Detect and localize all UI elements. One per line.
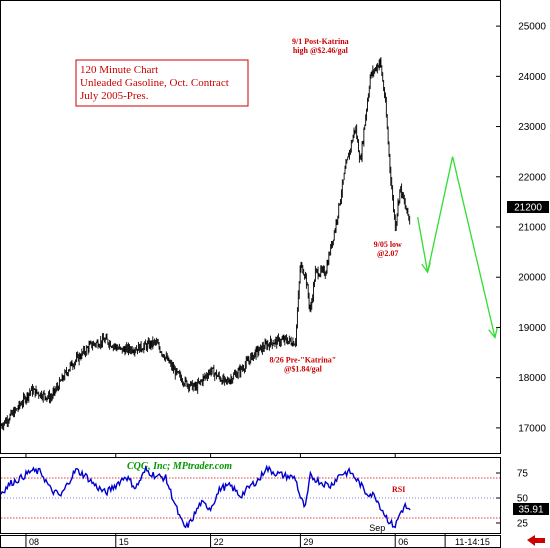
y-tick-label: 20000 xyxy=(518,273,546,284)
y-tick-label: 24000 xyxy=(518,72,546,83)
y-tick-label: 22000 xyxy=(518,172,546,183)
rsi-series xyxy=(0,464,411,529)
rsi-y-tick-label: 75 xyxy=(517,469,529,480)
x-tick-label: 08 xyxy=(29,537,39,547)
rsi-last-value-box xyxy=(513,503,549,515)
rsi-line xyxy=(0,464,411,529)
y-tick-label: 23000 xyxy=(518,122,546,133)
price-last-value-box xyxy=(507,201,549,213)
y-tick-label: 19000 xyxy=(518,323,546,334)
x-tick-label: 06 xyxy=(398,537,408,547)
projection-arrowhead xyxy=(421,262,431,274)
price-y-axis: 17000 18000 19000 20000 21000 22000 23000 24000… xyxy=(496,22,546,434)
y-tick-label: 25000 xyxy=(518,22,546,33)
rsi-levels xyxy=(1,477,500,519)
x-month-label: Sep xyxy=(369,523,385,533)
x-tick-label: 15 xyxy=(119,537,129,547)
rsi-last-value: 35.91 xyxy=(513,503,549,516)
rsi-y-tick-label: 50 xyxy=(517,494,529,505)
annotation-text: 9/1 Post-Katrina xyxy=(292,37,349,46)
annotation-text: @$1.84/gal xyxy=(284,365,323,374)
projection-line xyxy=(417,156,496,338)
y-tick-label: 18000 xyxy=(518,373,546,384)
title-line-3: July 2005-Pres. xyxy=(80,90,149,102)
x-axis: 08 15 22 29 06 Sep xyxy=(25,454,446,548)
rsi-panel-frame xyxy=(0,457,501,534)
x-tick-label: 22 xyxy=(214,537,224,547)
scroll-left-arrow-icon[interactable] xyxy=(527,535,545,546)
chart-title: 120 Minute Chart Unleaded Gasoline, Oct.… xyxy=(75,59,249,107)
price-last-value: 21200 xyxy=(507,201,549,214)
x-axis-strip xyxy=(0,535,501,548)
price-last-value-text: 21200 xyxy=(514,203,542,214)
annotation-text: 9/05 low xyxy=(374,240,402,249)
title-box xyxy=(75,59,249,107)
annotation-text: @2.07 xyxy=(377,249,398,258)
x-tick-label: 29 xyxy=(303,537,313,547)
y-tick-label: 17000 xyxy=(518,423,546,434)
rsi-name-label: RSI xyxy=(392,485,405,494)
y-tick-label: 21000 xyxy=(518,223,546,234)
title-line-1: 120 Minute Chart xyxy=(80,64,158,76)
annotation-text: high @$2.46/gal xyxy=(293,46,349,55)
rsi-y-tick-label: 25 xyxy=(517,519,529,530)
projection-arrowhead xyxy=(488,327,498,339)
scroll-left-arrow-shape xyxy=(527,535,545,546)
projection-series xyxy=(417,156,498,339)
price-bars xyxy=(0,57,411,431)
rsi-last-value-text: 35.91 xyxy=(518,505,543,516)
annotation-text: 8/26 Pre-"Katrina" xyxy=(270,356,337,365)
credit-text: CQG, Inc; MPtrader.com xyxy=(127,461,232,472)
title-line-2: Unleaded Gasoline, Oct. Contract xyxy=(80,77,229,89)
x-range-label: 11-14:15 xyxy=(455,537,490,547)
